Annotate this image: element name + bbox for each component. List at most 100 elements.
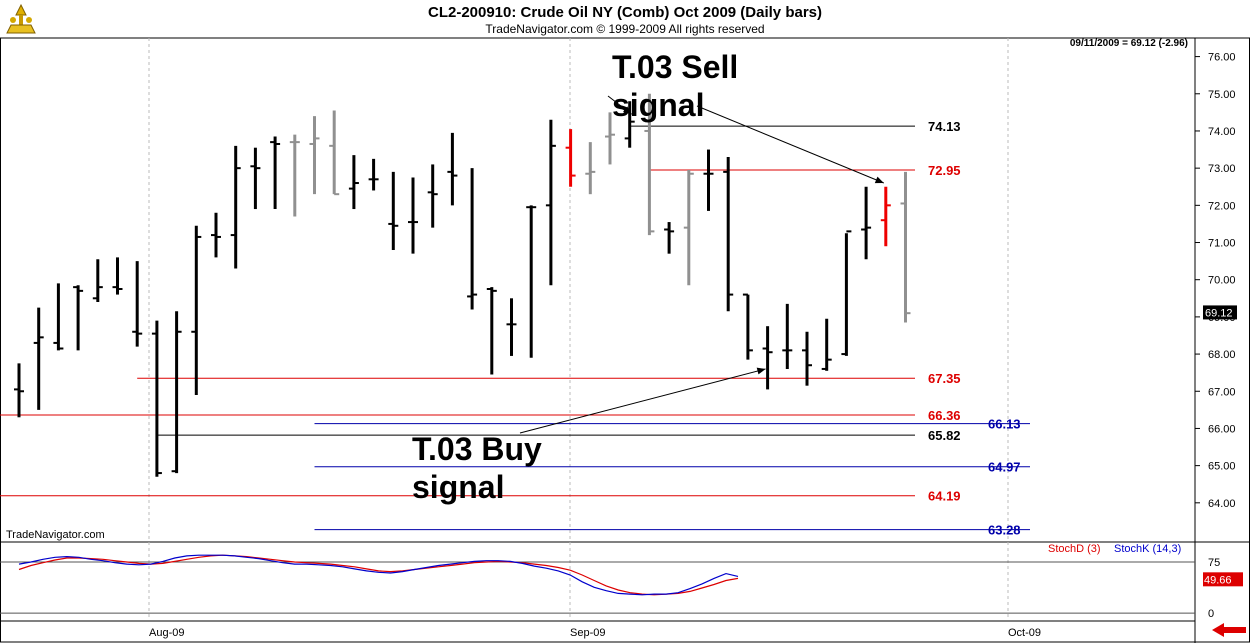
price-axis: 64.0065.0066.0067.0068.0069.0070.0071.00…: [1195, 52, 1237, 510]
ohlc-bar: [802, 331, 812, 386]
time-axis: Aug-09 Sep-09 Oct-09: [0, 620, 1195, 639]
ohlc-bar: [723, 156, 734, 312]
x-tick-label: Oct-09: [1008, 627, 1041, 639]
sell-arrow-right: [696, 105, 884, 184]
support-resistance-levels: 74.13 72.95 67.35 66.36 66.13 65.82 64.97 64.19…: [0, 119, 1030, 538]
stochd-line: [18, 554, 739, 596]
ohlc-bar: [211, 212, 221, 258]
y-tick-label: 76.00: [1208, 52, 1236, 64]
level-label-64.97: 64.97: [988, 460, 1021, 475]
y-tick-label: 75.00: [1208, 89, 1236, 101]
ohlc-bar: [664, 222, 675, 254]
ohlc-bar: [33, 307, 44, 410]
y-tick-label: 70.00: [1208, 275, 1236, 287]
x-tick-label: Aug-09: [149, 627, 184, 639]
stoch-tick-label: 75: [1208, 557, 1220, 569]
sell-signal-annotation: T.03 Sell signal: [612, 49, 739, 123]
stoch-value-label: 49.66: [1204, 574, 1232, 586]
ohlc-bar: [900, 171, 911, 323]
scroll-back-arrow-icon[interactable]: [1212, 623, 1246, 642]
ohlc-bar: [329, 110, 340, 196]
y-tick-label: 65.00: [1208, 461, 1236, 473]
last-price-readout: 09/11/2009 = 69.12 (-2.96): [1069, 38, 1188, 49]
buy-arrow-head: [756, 367, 766, 375]
last-price-box: [1203, 305, 1237, 320]
ohlc-bar: [742, 293, 753, 360]
stoch-tick-label: 0: [1208, 608, 1214, 620]
ohlc-bar: [644, 93, 655, 236]
level-label-64.19: 64.19: [928, 489, 961, 504]
y-tick-label: 72.00: [1208, 200, 1236, 212]
footer-brand: TradeNavigator.com: [6, 529, 105, 541]
ohlc-bar: [309, 116, 320, 195]
ohlc-bar: [408, 177, 418, 254]
sell-arrow-right-head: [874, 176, 884, 184]
stochk-line: [18, 554, 739, 596]
level-label-63.28: 63.28: [988, 523, 1021, 538]
ohlc-bar: [132, 261, 143, 347]
annotation-arrows: [519, 95, 884, 434]
ohlc-bar: [841, 230, 852, 356]
stochastic-panel: 75 0 49.66: [0, 554, 1243, 620]
ohlc-bar: [585, 142, 596, 195]
ohlc-bar: [506, 298, 517, 356]
tradenavigator-logo-icon: [4, 3, 38, 40]
level-label-67.35: 67.35: [928, 371, 961, 386]
ohlc-bar: [605, 112, 615, 165]
ohlc-bar: [762, 326, 773, 390]
last-price-label: 69.12: [1205, 307, 1233, 319]
ohlc-bar: [151, 320, 162, 477]
ohlc-bar: [683, 170, 694, 286]
ohlc-bar: [447, 132, 458, 206]
ohlc-bar: [73, 285, 84, 351]
ohlc-bar: [861, 186, 872, 260]
level-label-65.82: 65.82: [928, 428, 961, 443]
ohlc-bar: [427, 164, 438, 228]
ohlc-bar: [526, 205, 537, 358]
ohlc-bar: [14, 363, 24, 418]
sell-arrow-left-head: [622, 106, 632, 115]
ohlc-bar: [821, 318, 832, 371]
stochd-legend: StochD (3): [1048, 543, 1101, 555]
ohlc-bar: [191, 225, 202, 395]
ohlc-bars: [14, 93, 911, 477]
ohlc-bar: [250, 147, 261, 210]
chart-grid: [148, 38, 1009, 620]
ohlc-bar: [368, 158, 379, 191]
ohlc-bar: [545, 119, 556, 286]
ohlc-bar: [171, 311, 182, 474]
ohlc-bar: [782, 303, 793, 369]
ohlc-bar: [703, 149, 714, 211]
ohlc-bar: [53, 283, 64, 351]
chart-title: CL2-200910: Crude Oil NY (Comb) Oct 2009…: [427, 4, 822, 21]
y-tick-label: 73.00: [1208, 163, 1236, 175]
chart-subtitle: TradeNavigator.com © 1999-2009 All right…: [485, 22, 765, 36]
ohlc-bar: [388, 171, 399, 250]
level-label-74.13: 74.13: [928, 119, 961, 134]
ohlc-bar: [624, 101, 635, 148]
ohlc-bar: [112, 257, 123, 295]
level-label-72.95: 72.95: [928, 163, 961, 178]
ohlc-bar: [270, 136, 281, 210]
y-tick-label: 64.00: [1208, 498, 1236, 510]
level-label-66.36: 66.36: [928, 408, 961, 423]
y-tick-label: 68.00: [1208, 349, 1236, 361]
y-tick-label: 66.00: [1208, 423, 1236, 435]
y-tick-label: 71.00: [1208, 238, 1236, 250]
ohlc-bar: [565, 129, 576, 187]
ohlc-bar: [230, 145, 241, 269]
buy-arrow: [519, 368, 766, 434]
x-tick-label: Sep-09: [570, 627, 605, 639]
ohlc-bar: [467, 168, 478, 310]
level-label-66.13: 66.13: [988, 417, 1021, 432]
ohlc-bar: [289, 134, 300, 217]
ohlc-bar: [486, 287, 497, 375]
ohlc-bar: [880, 186, 891, 247]
buy-signal-annotation: T.03 Buy signal: [412, 431, 542, 505]
stochk-legend: StochK (14,3): [1114, 543, 1182, 555]
y-tick-label: 67.00: [1208, 386, 1236, 398]
ohlc-bar: [348, 155, 359, 210]
stoch-value-box: [1203, 572, 1243, 587]
y-tick-label: 74.00: [1208, 126, 1236, 138]
ohlc-bar: [92, 259, 103, 303]
